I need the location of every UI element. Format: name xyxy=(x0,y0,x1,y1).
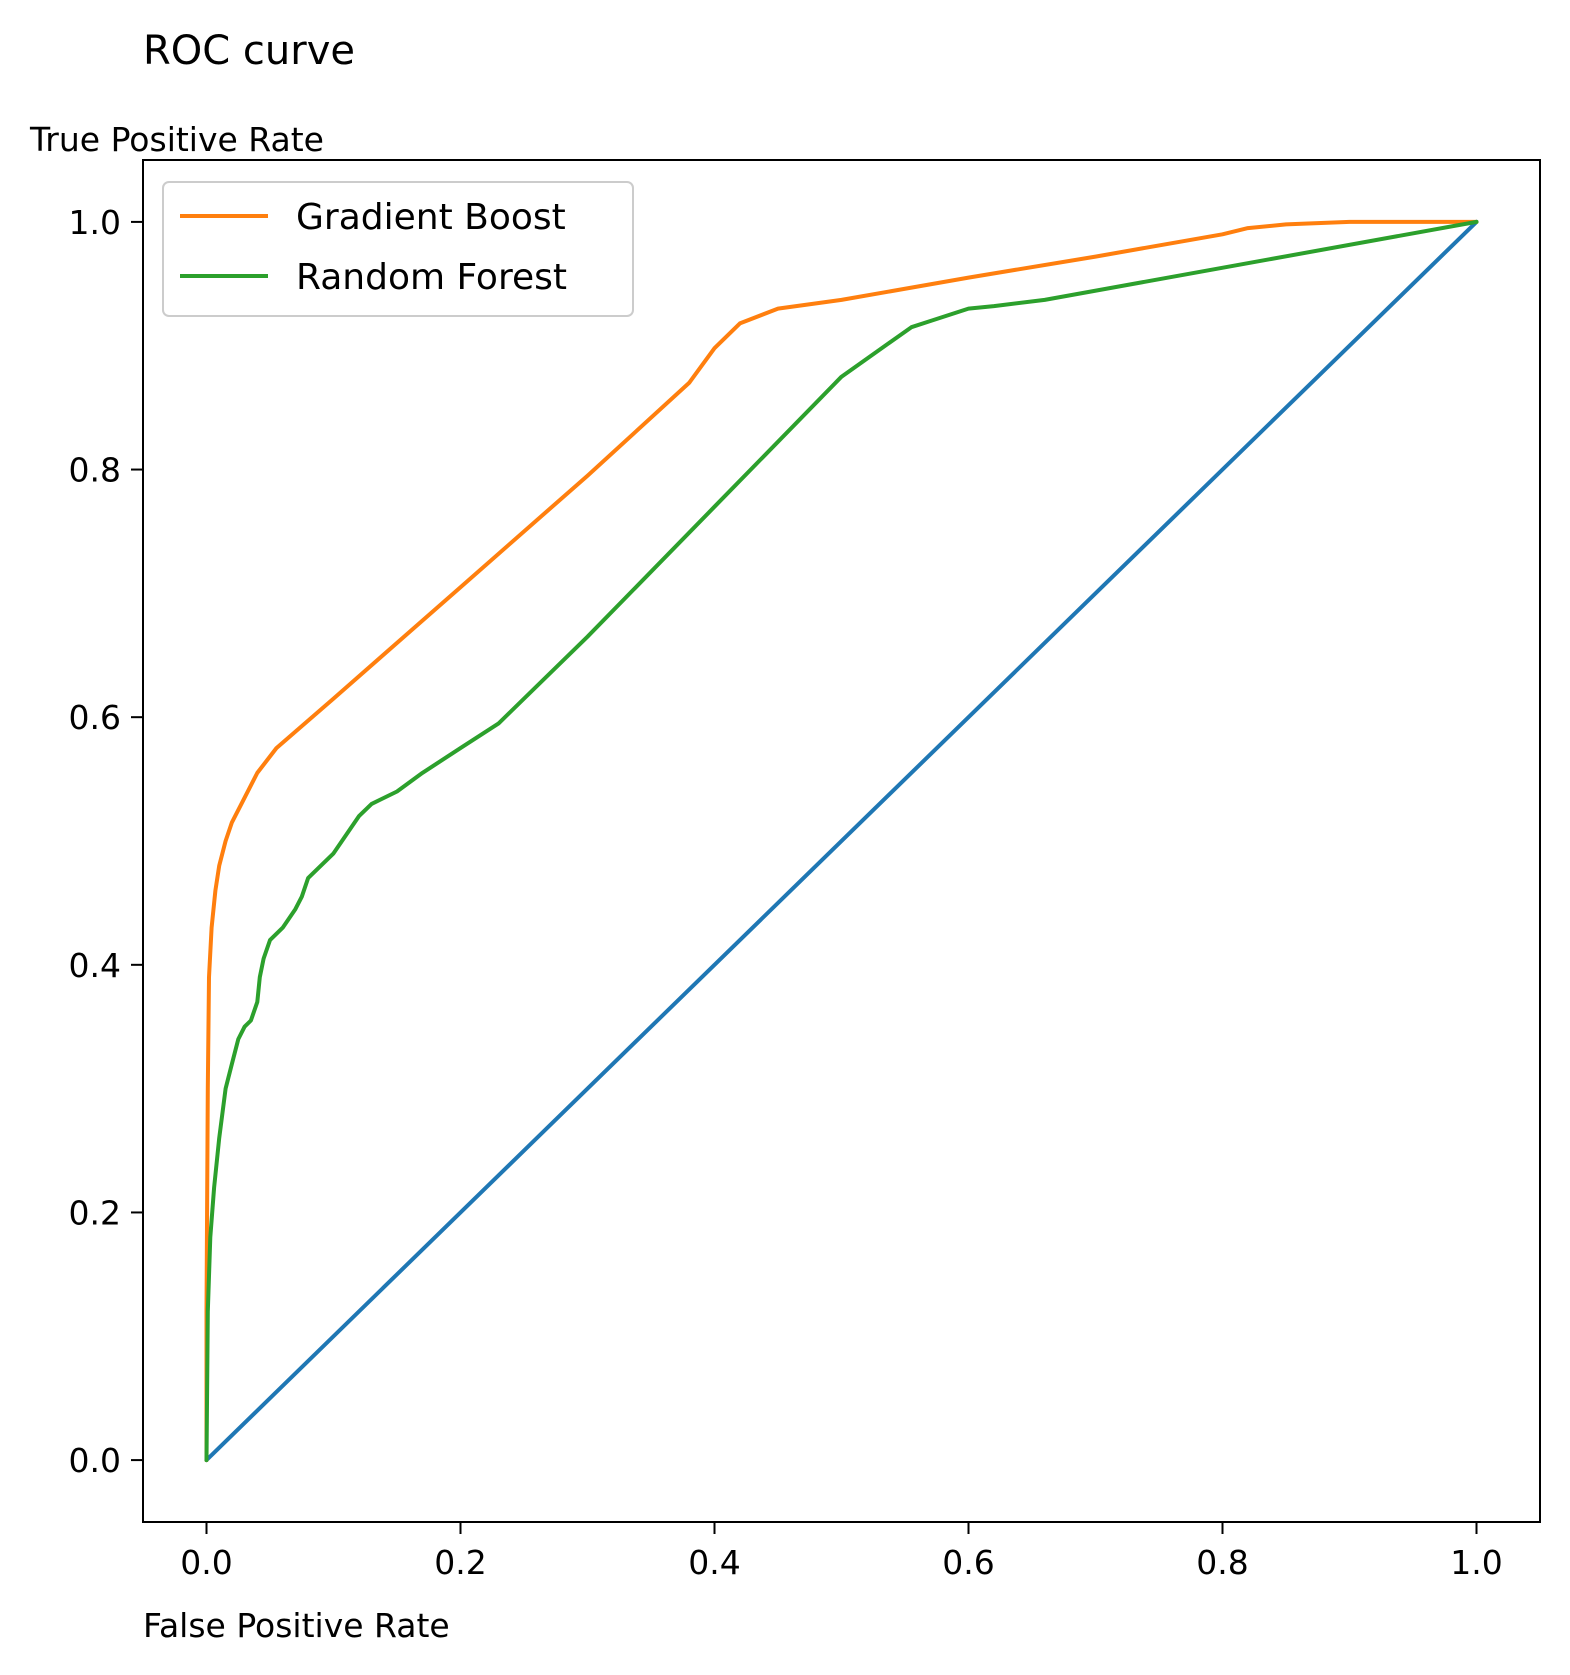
series-line-gradient-boost xyxy=(204,219,1479,1463)
x-tick-label: 0.4 xyxy=(688,1543,740,1582)
y-tick-label: 0.0 xyxy=(69,1441,121,1480)
x-tick-label: 0.0 xyxy=(180,1543,232,1582)
series-line-baseline-0 xyxy=(204,219,1479,1463)
legend: Gradient Boost Random Forest xyxy=(162,181,634,317)
axis-ticks: 0.0 0.2 0.4 0.6 0.8 1.0 0.0 0.2 0.4 0.6 0.8 1.0 xyxy=(69,203,1503,1582)
x-tick-label: 0.6 xyxy=(942,1543,994,1582)
plot-lines xyxy=(204,219,1479,1463)
y-tick-label: 0.6 xyxy=(69,698,121,737)
x-tick-label: 1.0 xyxy=(1450,1543,1502,1582)
chart-title: ROC curve xyxy=(143,28,355,74)
y-tick-label: 1.0 xyxy=(69,203,121,242)
y-axis-label: True Positive Rate xyxy=(29,120,324,159)
y-tick-label: 0.2 xyxy=(69,1193,121,1232)
x-axis-label: False Positive Rate xyxy=(143,1606,450,1645)
y-tick-label: 0.8 xyxy=(69,451,121,490)
x-tick-label: 0.2 xyxy=(434,1543,486,1582)
x-tick-label: 0.8 xyxy=(1196,1543,1248,1582)
legend-label-gradient-boost: Gradient Boost xyxy=(296,197,566,238)
y-tick-label: 0.4 xyxy=(69,946,121,985)
plot-frame xyxy=(142,159,1541,1523)
legend-label-random-forest: Random Forest xyxy=(296,257,567,298)
series-line-random-forest xyxy=(204,219,1479,1463)
legend-box xyxy=(162,181,634,317)
